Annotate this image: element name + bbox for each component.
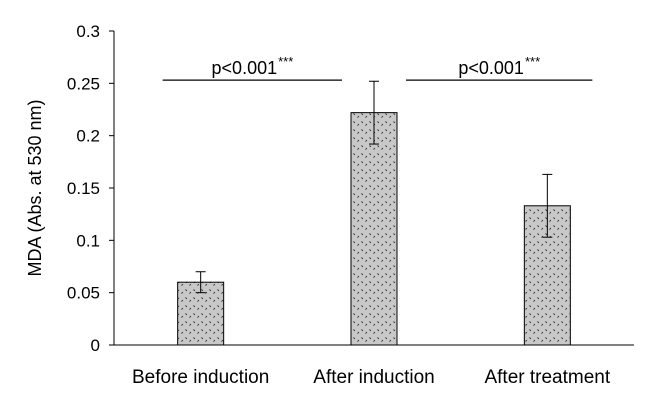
significance-label: p<0.001: [212, 58, 278, 78]
category-label: After induction: [313, 367, 434, 388]
error-bars: [195, 80, 553, 294]
category-labels: Before induction After induction After tre…: [132, 367, 611, 388]
significance-stars: ***: [525, 54, 540, 69]
category-label: Before induction: [132, 367, 269, 388]
significance-stars: ***: [278, 54, 293, 69]
significance-annotations: p<0.001 *** p<0.001 ***: [162, 54, 593, 81]
y-axis-label: MDA (Abs. at 530 nm): [25, 99, 45, 276]
category-label: After treatment: [484, 367, 610, 388]
y-tick-label: 0.05: [67, 284, 100, 303]
significance-label: p<0.001: [458, 58, 524, 78]
y-tick-labels: 0 0.05 0.1 0.15 0.2 0.25 0.3: [67, 22, 100, 355]
y-tick-label: 0.25: [67, 74, 100, 93]
bar: [350, 112, 398, 346]
y-tick-label: 0.2: [76, 127, 100, 146]
y-tick-marks: [109, 30, 114, 346]
y-tick-label: 0.15: [67, 179, 100, 198]
y-tick-label: 0.3: [76, 22, 100, 41]
y-tick-label: 0.1: [76, 231, 100, 250]
y-tick-label: 0: [91, 336, 100, 355]
bars: [177, 112, 571, 346]
